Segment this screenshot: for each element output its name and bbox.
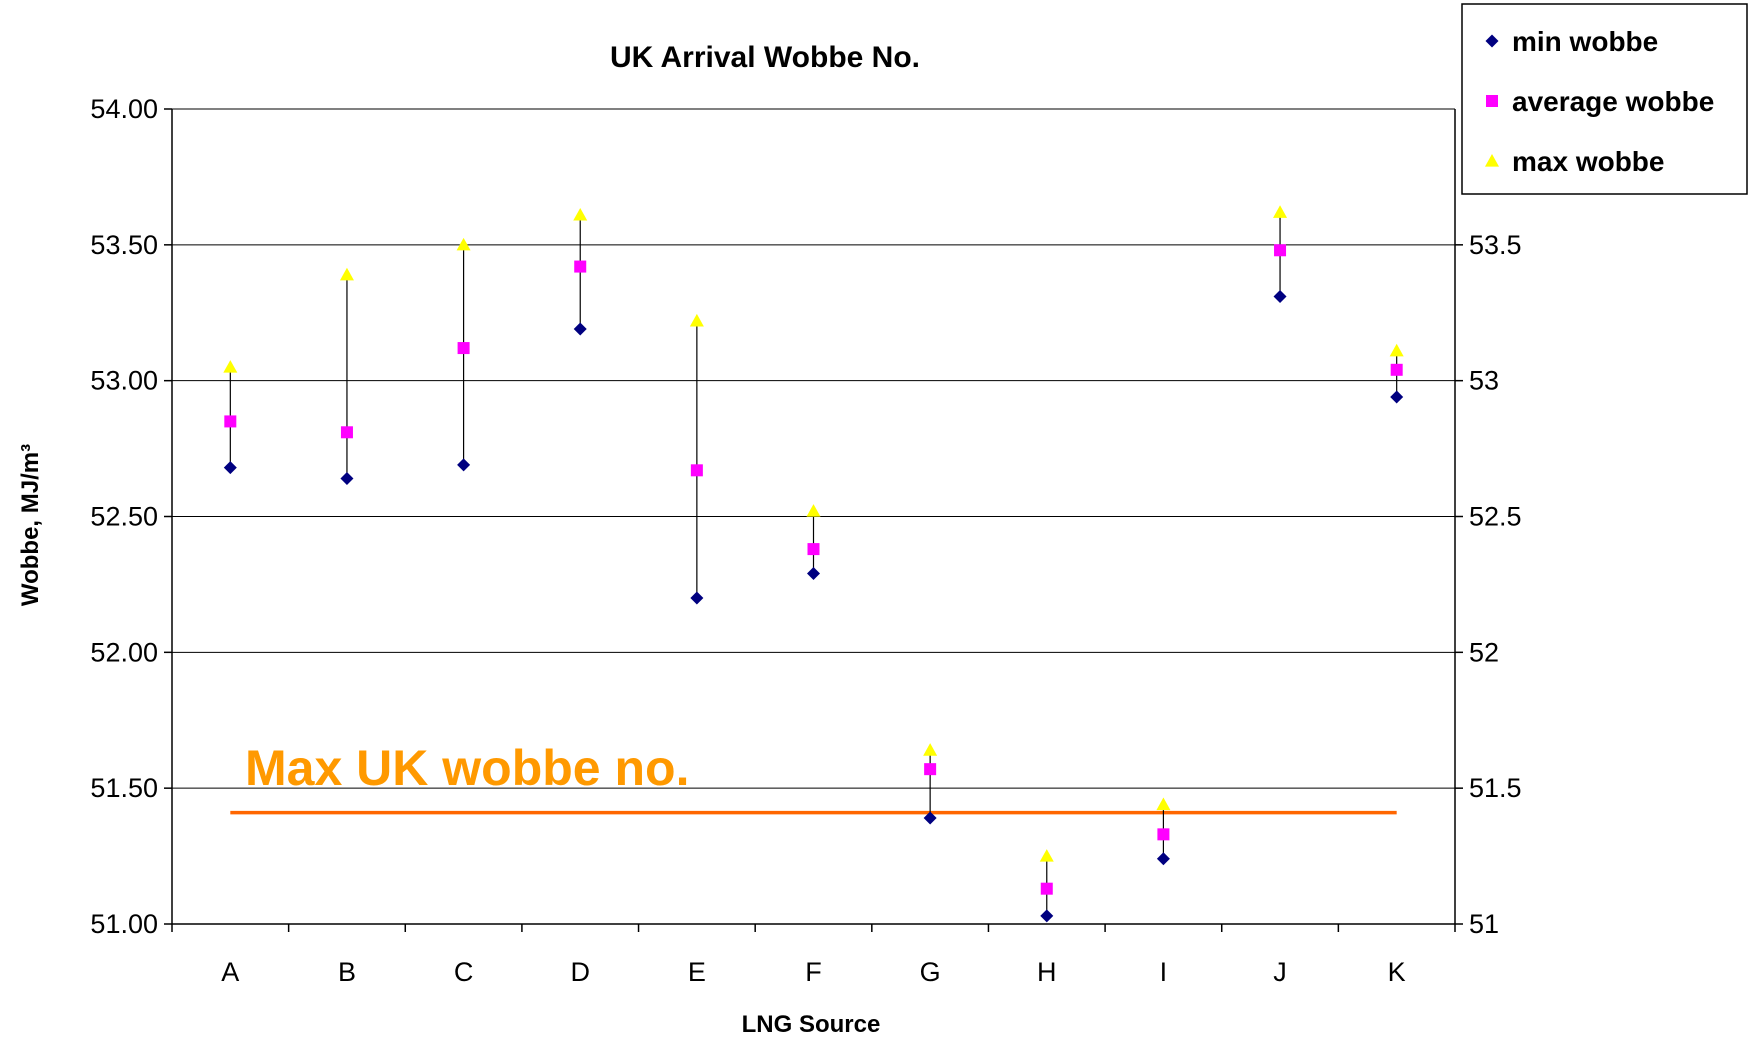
point-square — [1157, 828, 1170, 841]
point-diamond — [807, 567, 820, 581]
y-tick-label-left: 52.00 — [90, 637, 158, 667]
point-square — [574, 260, 587, 273]
point-square — [340, 426, 353, 439]
x-tick-label: G — [920, 957, 941, 987]
y-tick-label-left: 53.00 — [90, 366, 158, 396]
x-tick-label: F — [805, 957, 822, 987]
point-square — [1390, 363, 1403, 376]
y-tick-label-left: 51.50 — [90, 773, 158, 803]
point-triangle — [573, 207, 588, 221]
point-diamond — [1156, 852, 1170, 866]
y-tick-label-left: 51.00 — [90, 909, 158, 939]
x-tick-label: B — [338, 957, 356, 987]
y-tick-label-right: 52 — [1469, 637, 1499, 667]
point-square — [807, 543, 820, 556]
point-triangle — [689, 313, 704, 327]
point-triangle — [339, 267, 354, 281]
y-tick-label-right: 51.5 — [1469, 773, 1522, 803]
y-tick-label-right: 51 — [1469, 909, 1499, 939]
point-triangle — [806, 504, 821, 517]
point-diamond — [457, 458, 471, 472]
legend-marker — [1485, 154, 1499, 167]
x-tick-label: C — [454, 957, 474, 987]
legend-entry: average wobbe — [1512, 86, 1714, 117]
y-tick-label-right: 52.5 — [1469, 502, 1522, 532]
point-diamond — [340, 471, 354, 485]
point-square — [690, 464, 703, 477]
x-tick-label: J — [1273, 957, 1287, 987]
point-diamond — [573, 322, 587, 336]
legend-box — [1461, 3, 1748, 195]
point-square — [1040, 882, 1053, 895]
y-tick-label-right: 53 — [1469, 366, 1499, 396]
legend-entry: max wobbe — [1512, 146, 1664, 177]
point-diamond — [690, 591, 704, 605]
reference-line-label: Max UK wobbe no. — [245, 740, 689, 796]
point-triangle — [1039, 849, 1054, 862]
point-diamond — [1390, 390, 1404, 404]
x-tick-label: A — [221, 957, 239, 987]
x-tick-label: H — [1037, 957, 1057, 987]
point-triangle — [223, 360, 238, 373]
x-tick-label: D — [570, 957, 590, 987]
point-diamond — [923, 811, 937, 825]
point-diamond — [223, 461, 237, 475]
x-axis-label: LNG Source — [742, 1011, 881, 1038]
y-tick-label-right: 53.5 — [1469, 230, 1522, 260]
point-square — [224, 415, 237, 428]
point-triangle — [1273, 205, 1288, 218]
point-triangle — [456, 237, 471, 251]
legend-marker — [1485, 34, 1499, 48]
plot-area: 51.00 51.50 52.00 52.50 53.00 53.50 54.00 51 51.… — [90, 94, 1521, 987]
x-tick-label: I — [1160, 957, 1168, 987]
y-tick-label-left: 54.00 — [90, 94, 158, 124]
point-square — [1274, 244, 1287, 257]
legend-marker — [1486, 95, 1498, 107]
y-tick-label-left: 53.50 — [90, 230, 158, 260]
point-triangle — [1389, 343, 1404, 357]
point-square — [924, 763, 937, 776]
legend: min wobbe average wobbe max wobbe — [1461, 3, 1748, 195]
chart-title: UK Arrival Wobbe No. — [610, 41, 920, 74]
point-diamond — [1040, 909, 1054, 923]
legend-entry: min wobbe — [1512, 26, 1658, 57]
y-tick-label-left: 52.50 — [90, 502, 158, 532]
point-diamond — [1273, 289, 1287, 303]
point-triangle — [1156, 797, 1171, 811]
point-triangle — [923, 743, 938, 756]
x-tick-label: E — [688, 957, 706, 987]
x-tick-label: K — [1388, 957, 1406, 987]
point-square — [457, 342, 470, 355]
y-axis-label: Wobbe, MJ/m³ — [17, 444, 44, 606]
